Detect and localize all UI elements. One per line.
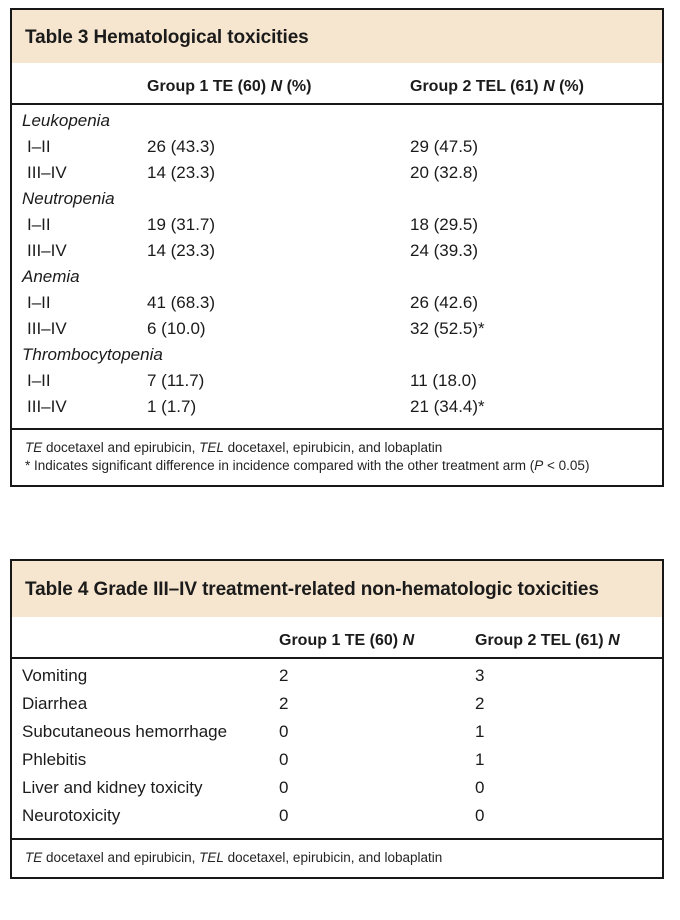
- table4-footnote-abbreviations: TE docetaxel and epirubicin, TEL docetax…: [25, 850, 443, 865]
- cell-value: 14 (23.3): [147, 241, 216, 260]
- row-label: III–IV: [27, 319, 67, 338]
- data-row: Subcutaneous hemorrhage 0 1: [12, 718, 662, 746]
- category-row: Thrombocytopenia: [12, 342, 662, 368]
- table3-header-row: Group 1 TE (60) N (%) Group 2 TEL (61) N…: [12, 63, 662, 105]
- row-label: Thrombocytopenia: [22, 345, 163, 364]
- data-row: III–IV 1 (1.7) 21 (34.4)*: [12, 394, 662, 429]
- cell-value: 0: [279, 750, 289, 769]
- cell-value: 2: [279, 694, 289, 713]
- category-row: Anemia: [12, 264, 662, 290]
- cell-value: 3: [475, 666, 485, 685]
- row-label: III–IV: [27, 397, 67, 416]
- row-label: I–II: [27, 371, 51, 390]
- row-label: Anemia: [22, 267, 80, 286]
- category-row: Leukopenia: [12, 104, 662, 134]
- cell-value: 0: [279, 806, 289, 825]
- cell-value: 26 (43.3): [147, 137, 216, 156]
- table3-grid: Group 1 TE (60) N (%) Group 2 TEL (61) N…: [12, 63, 662, 430]
- table3-col-group2-header: Group 2 TEL (61) N (%): [410, 63, 662, 105]
- row-label: Phlebitis: [22, 750, 87, 769]
- cell-value: 19 (31.7): [147, 215, 216, 234]
- table3-col-group1-header: Group 1 TE (60) N (%): [147, 63, 410, 105]
- cell-value: 11 (18.0): [410, 371, 477, 390]
- cell-value: [147, 342, 410, 368]
- table3-col-empty: [12, 63, 147, 105]
- cell-value: 32 (52.5)*: [410, 319, 485, 338]
- document-page: Table 3 Hematological toxicities Group 1…: [0, 8, 680, 879]
- table3-footnotes: TE docetaxel and epirubicin, TEL docetax…: [12, 430, 662, 485]
- row-label: Diarrhea: [22, 694, 88, 713]
- data-row: I–II 41 (68.3) 26 (42.6): [12, 290, 662, 316]
- cell-value: [410, 104, 662, 134]
- table4-col-group2-header: Group 2 TEL (61) N: [475, 617, 662, 659]
- data-row: Diarrhea 2 2: [12, 690, 662, 718]
- cell-value: 14 (23.3): [147, 163, 216, 182]
- table4: Table 4 Grade III–IV treatment-related n…: [10, 559, 664, 879]
- cell-value: [410, 264, 662, 290]
- table3-title: Table 3 Hematological toxicities: [25, 27, 309, 48]
- cell-value: [147, 104, 410, 134]
- cell-value: 0: [279, 722, 289, 741]
- cell-value: 20 (32.8): [410, 163, 479, 182]
- cell-value: 18 (29.5): [410, 215, 479, 234]
- cell-value: 1: [475, 750, 485, 769]
- table3-title-band: Table 3 Hematological toxicities: [12, 10, 662, 63]
- row-label: III–IV: [27, 241, 67, 260]
- data-row: I–II 7 (11.7) 11 (18.0): [12, 368, 662, 394]
- table4-title-band: Table 4 Grade III–IV treatment-related n…: [12, 561, 662, 617]
- row-label: I–II: [27, 215, 51, 234]
- table4-title: Table 4 Grade III–IV treatment-related n…: [25, 579, 599, 600]
- row-label: Leukopenia: [22, 111, 110, 130]
- category-row: Neutropenia: [12, 186, 662, 212]
- cell-value: 41 (68.3): [147, 293, 216, 312]
- cell-value: 2: [279, 666, 289, 685]
- row-label: Liver and kidney toxicity: [22, 778, 203, 797]
- row-label: Neutropenia: [22, 189, 115, 208]
- table4-grid: Group 1 TE (60) N Group 2 TEL (61) N Vom…: [12, 617, 662, 840]
- cell-value: [410, 342, 662, 368]
- cell-value: 2: [475, 694, 485, 713]
- data-row: I–II 26 (43.3) 29 (47.5): [12, 134, 662, 160]
- data-row: Vomiting 2 3: [12, 658, 662, 690]
- row-label: Subcutaneous hemorrhage: [22, 722, 228, 741]
- table3-footnote-significance: * Indicates significant difference in in…: [25, 458, 590, 473]
- data-row: III–IV 6 (10.0) 32 (52.5)*: [12, 316, 662, 342]
- data-row: Phlebitis 0 1: [12, 746, 662, 774]
- cell-value: 1: [475, 722, 485, 741]
- table4-col-group1-header: Group 1 TE (60) N: [279, 617, 475, 659]
- row-label: III–IV: [27, 163, 67, 182]
- row-label: I–II: [27, 137, 51, 156]
- table4-header-row: Group 1 TE (60) N Group 2 TEL (61) N: [12, 617, 662, 659]
- row-label: I–II: [27, 293, 51, 312]
- table3: Table 3 Hematological toxicities Group 1…: [10, 8, 664, 487]
- cell-value: 26 (42.6): [410, 293, 479, 312]
- cell-value: 6 (10.0): [147, 319, 206, 338]
- data-row: Neurotoxicity 0 0: [12, 802, 662, 839]
- cell-value: 21 (34.4)*: [410, 397, 485, 416]
- data-row: Liver and kidney toxicity 0 0: [12, 774, 662, 802]
- cell-value: 0: [475, 806, 485, 825]
- cell-value: 0: [279, 778, 289, 797]
- cell-value: 24 (39.3): [410, 241, 479, 260]
- cell-value: [410, 186, 662, 212]
- table3-footnote-abbreviations: TE docetaxel and epirubicin, TEL docetax…: [25, 440, 443, 455]
- data-row: I–II 19 (31.7) 18 (29.5): [12, 212, 662, 238]
- cell-value: 7 (11.7): [147, 371, 205, 390]
- row-label: Neurotoxicity: [22, 806, 121, 825]
- table4-footnotes: TE docetaxel and epirubicin, TEL docetax…: [12, 840, 662, 877]
- cell-value: 29 (47.5): [410, 137, 479, 156]
- cell-value: 0: [475, 778, 485, 797]
- cell-value: [147, 264, 410, 290]
- row-label: Vomiting: [22, 666, 88, 685]
- table4-col-empty: [12, 617, 279, 659]
- data-row: III–IV 14 (23.3) 24 (39.3): [12, 238, 662, 264]
- cell-value: [147, 186, 410, 212]
- cell-value: 1 (1.7): [147, 397, 197, 416]
- data-row: III–IV 14 (23.3) 20 (32.8): [12, 160, 662, 186]
